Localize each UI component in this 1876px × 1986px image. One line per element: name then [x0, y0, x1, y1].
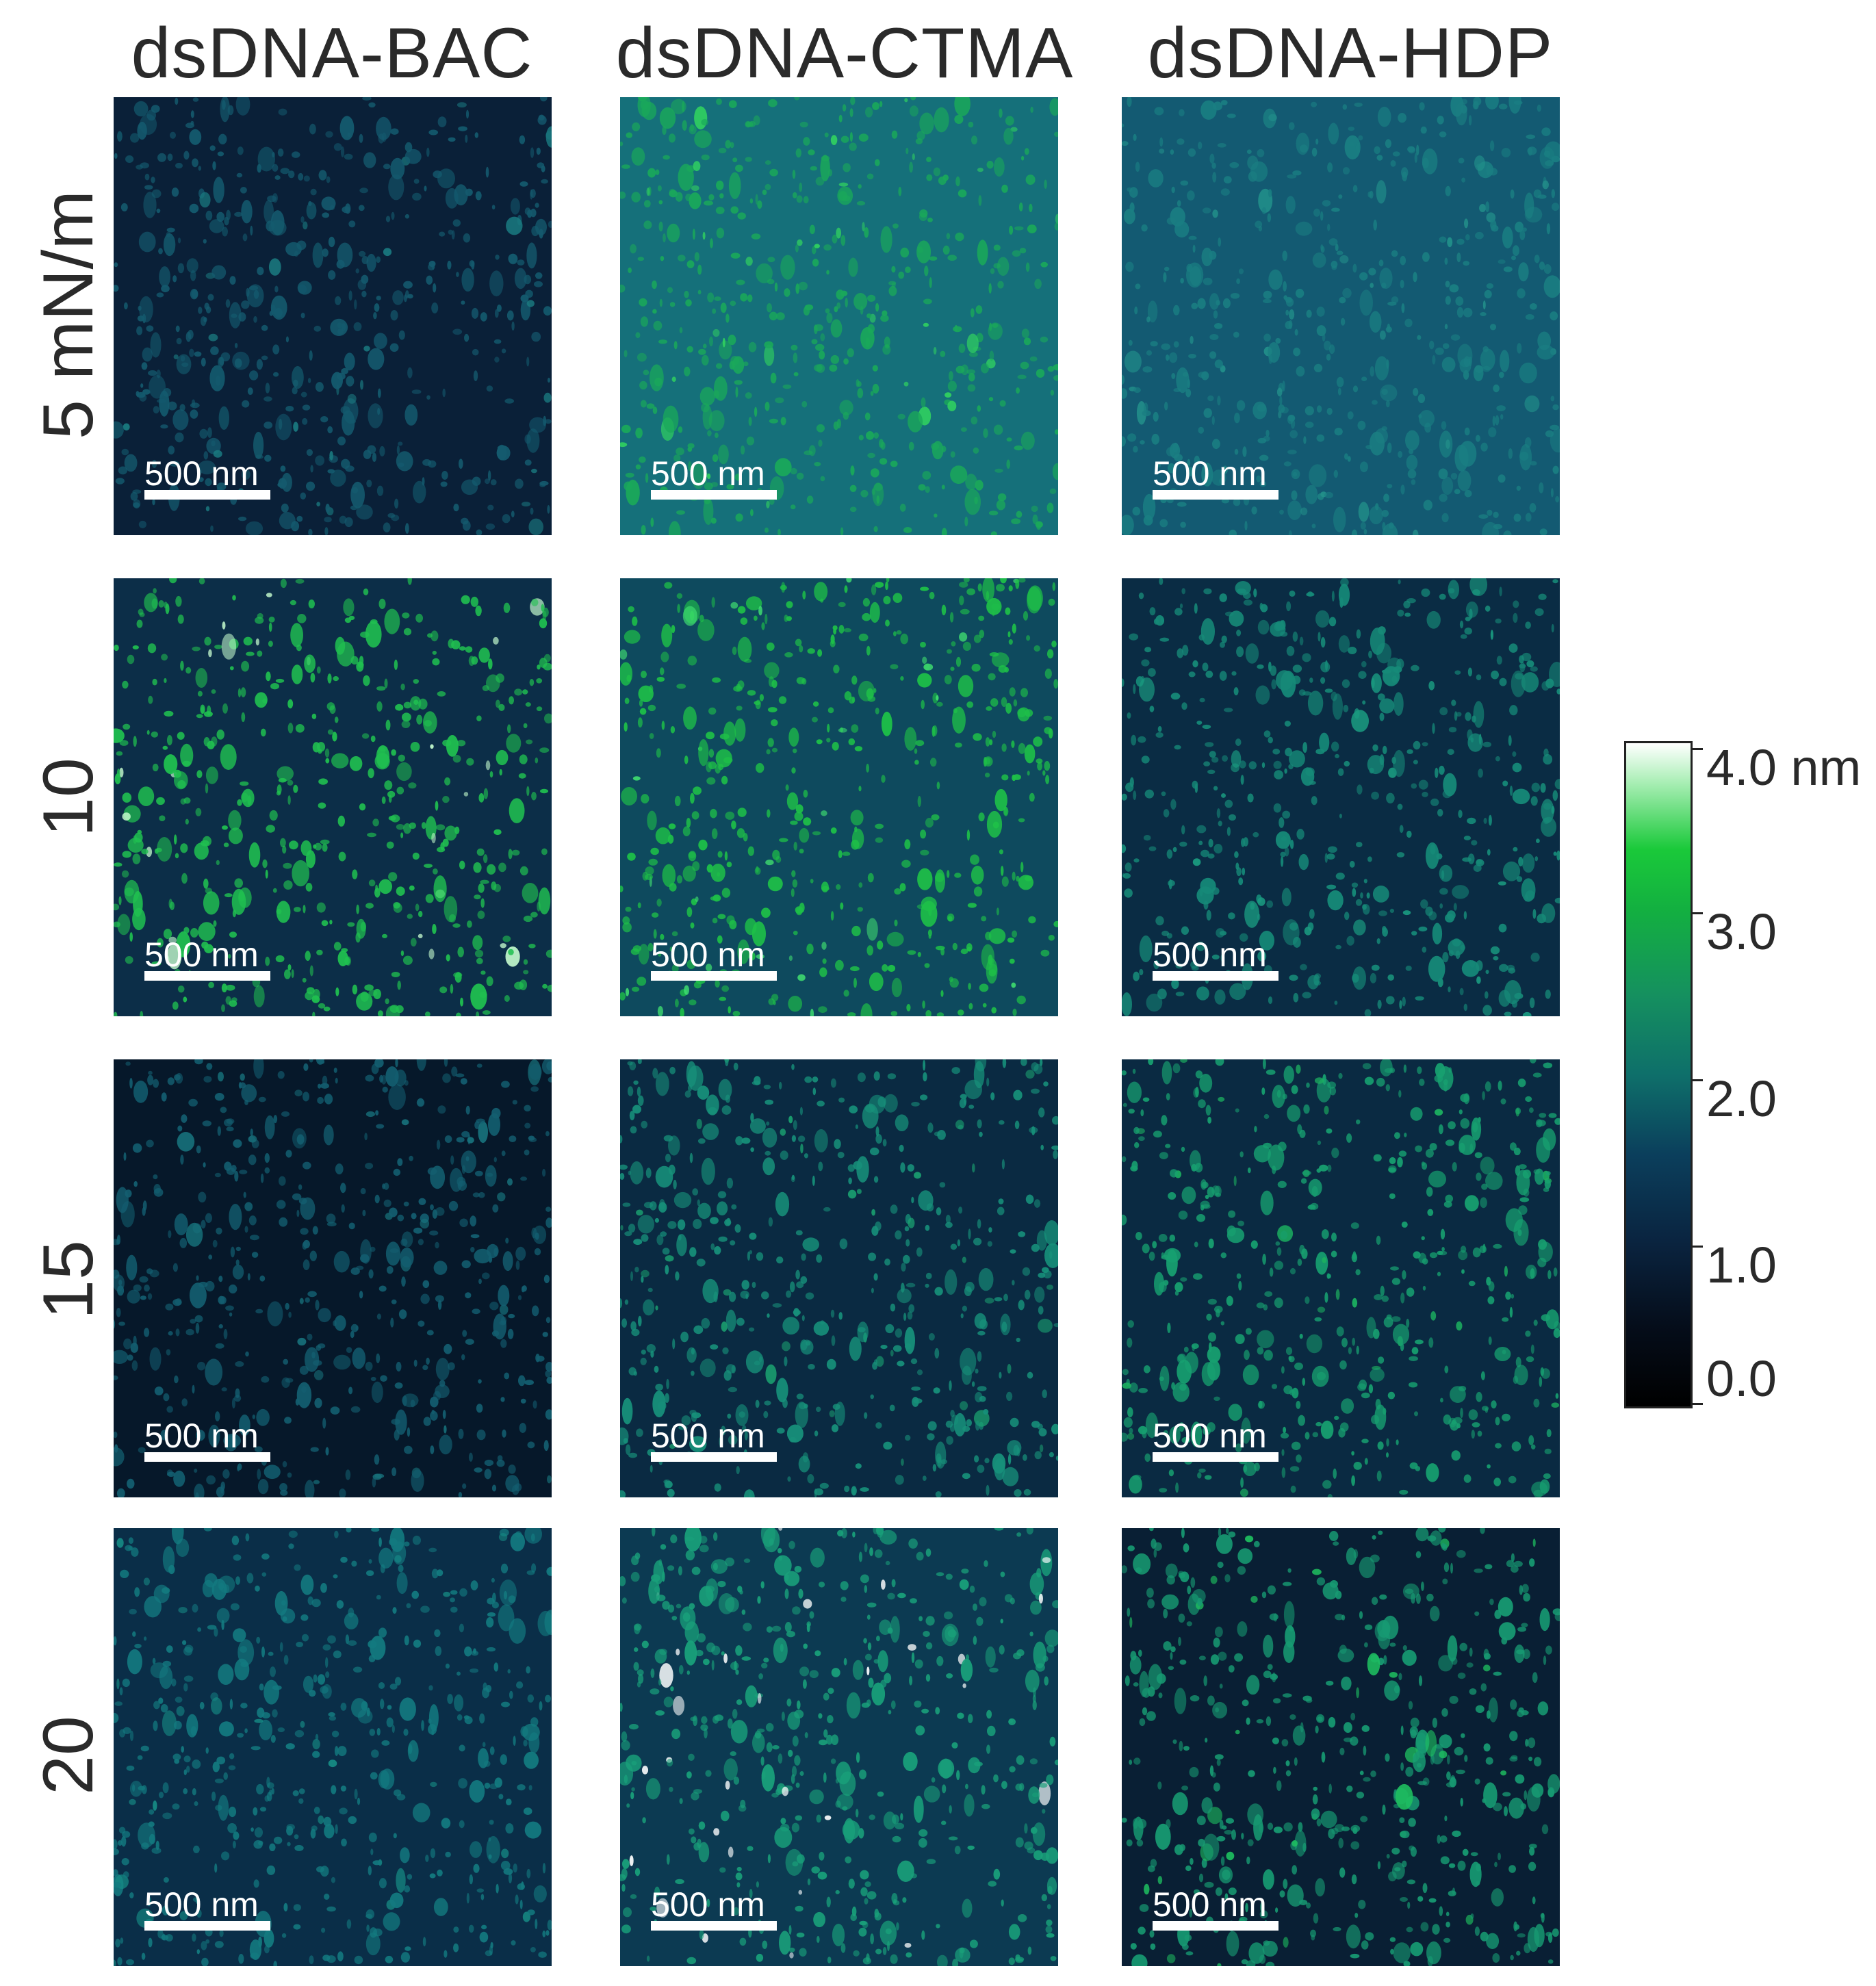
colorbar-tick-4 [1691, 748, 1703, 750]
scale-bar-label: 500 nm [144, 936, 259, 974]
column-title-hdp: dsDNA-HDP [1147, 14, 1554, 93]
afm-texture [114, 1059, 552, 1497]
scale-bar-label: 500 nm [651, 1417, 765, 1455]
afm-image-r2-c1: 500 nm [620, 1059, 1058, 1497]
afm-texture [620, 1528, 1058, 1966]
scale-bar [1153, 490, 1278, 500]
afm-texture [620, 1059, 1058, 1497]
colorbar-label-3: 3.0 [1706, 903, 1777, 960]
row-label-5: 5 mN/m [29, 190, 108, 439]
scale-bar [651, 971, 777, 981]
scale-bar-label: 500 nm [1153, 1885, 1267, 1924]
afm-texture [1122, 1059, 1560, 1497]
colorbar-label-2: 2.0 [1706, 1070, 1777, 1127]
colorbar-label-0: 0.0 [1706, 1350, 1777, 1407]
afm-texture [620, 97, 1058, 535]
scale-bar-label: 500 nm [651, 454, 765, 493]
afm-image-r0-c1: 500 nm [620, 97, 1058, 535]
colorbar-tick-1 [1691, 1246, 1703, 1248]
afm-image-r3-c0: 500 nm [114, 1528, 552, 1966]
afm-texture [114, 578, 552, 1016]
afm-image-r3-c2: 500 nm [1122, 1528, 1560, 1966]
column-title-bac: dsDNA-BAC [131, 14, 533, 93]
afm-image-r2-c2: 500 nm [1122, 1059, 1560, 1497]
scale-bar [144, 971, 270, 981]
scale-bar [651, 1921, 777, 1931]
afm-texture [1122, 1528, 1560, 1966]
afm-image-r0-c0: 500 nm [114, 97, 552, 535]
scale-bar-label: 500 nm [651, 936, 765, 974]
colorbar-tick-3 [1691, 912, 1703, 914]
afm-image-r1-c0: 500 nm [114, 578, 552, 1016]
row-label-20: 20 mN/m [29, 1660, 190, 1850]
colorbar-tick-0 [1691, 1403, 1703, 1405]
scale-bar [651, 490, 777, 500]
colorbar-tick-2 [1691, 1079, 1703, 1081]
row-label-15: 15 mN/m [29, 1185, 190, 1374]
row-label-10: 10 mN/m [29, 702, 190, 892]
height-colorbar [1624, 741, 1693, 1408]
colorbar-label-1: 1.0 [1706, 1237, 1777, 1293]
afm-image-r3-c1: 500 nm [620, 1528, 1058, 1966]
scale-bar-label: 500 nm [651, 1885, 765, 1924]
scale-bar-label: 500 nm [1153, 936, 1267, 974]
scale-bar [144, 490, 270, 500]
afm-image-r2-c0: 500 nm [114, 1059, 552, 1497]
scale-bar-label: 500 nm [144, 454, 259, 493]
scale-bar [1153, 1452, 1278, 1462]
afm-texture [1122, 97, 1560, 535]
scale-bar [1153, 1921, 1278, 1931]
afm-image-r1-c1: 500 nm [620, 578, 1058, 1016]
column-title-ctma: dsDNA-CTMA [615, 14, 1074, 93]
afm-texture [1122, 578, 1560, 1016]
scale-bar [1153, 971, 1278, 981]
afm-texture [620, 578, 1058, 1016]
scale-bar-label: 500 nm [1153, 1417, 1267, 1455]
afm-texture [114, 1528, 552, 1966]
scale-bar [651, 1452, 777, 1462]
scale-bar [144, 1452, 270, 1462]
scale-bar-label: 500 nm [144, 1885, 259, 1924]
afm-texture [114, 97, 552, 535]
afm-image-r1-c2: 500 nm [1122, 578, 1560, 1016]
afm-image-r0-c2: 500 nm [1122, 97, 1560, 535]
scale-bar-label: 500 nm [1153, 454, 1267, 493]
scale-bar-label: 500 nm [144, 1417, 259, 1455]
colorbar-label-4: 4.0 nm [1706, 739, 1862, 796]
scale-bar [144, 1921, 270, 1931]
